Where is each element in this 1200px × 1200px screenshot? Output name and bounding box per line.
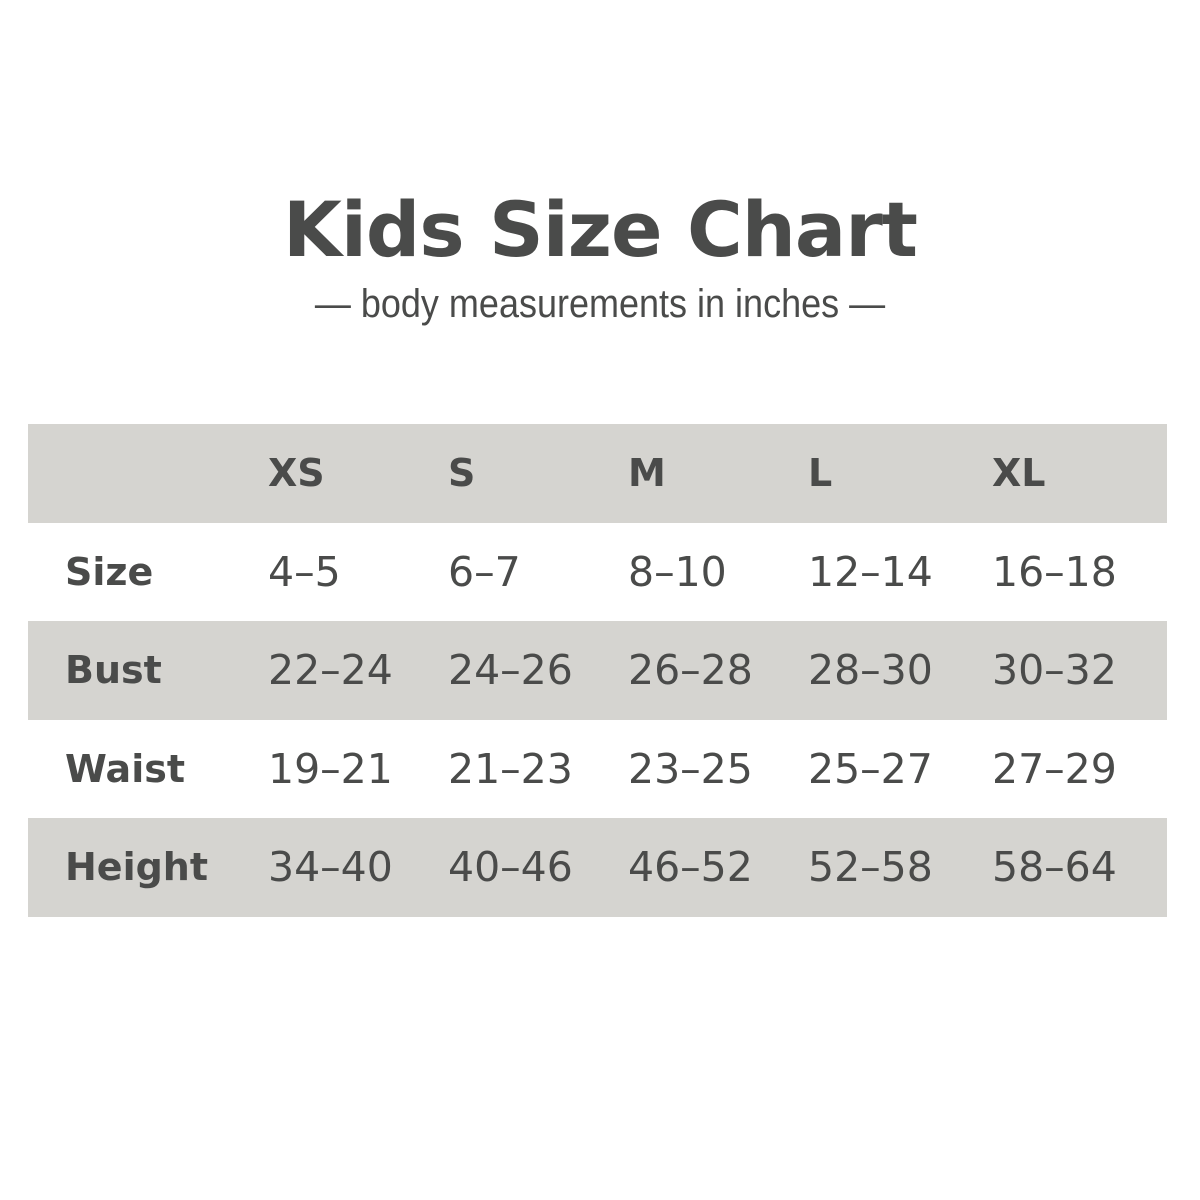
table-cell: 12–14 [808, 547, 933, 596]
table-cell: 40–46 [448, 843, 573, 892]
table-cell: 4–5 [268, 547, 341, 596]
table-cell: 19–21 [268, 744, 393, 793]
column-header: XS [268, 451, 325, 496]
table-cell: 30–32 [992, 646, 1117, 695]
table-cell: 34–40 [268, 843, 393, 892]
table-cell: 52–58 [808, 843, 933, 892]
table-cell: 28–30 [808, 646, 933, 695]
table-header-row: XS S M L XL [28, 424, 1167, 523]
table-cell: 23–25 [628, 744, 753, 793]
page-subtitle: — body measurements in inches — [314, 282, 886, 326]
table-row: Height 34–40 40–46 46–52 52–58 58–64 [28, 818, 1167, 917]
table-cell: 22–24 [268, 646, 393, 695]
table-cell: 46–52 [628, 843, 753, 892]
table-cell: 27–29 [992, 744, 1117, 793]
row-label: Height [65, 845, 209, 890]
table-cell: 25–27 [808, 744, 933, 793]
column-header: XL [992, 451, 1046, 496]
table-cell: 8–10 [628, 547, 727, 596]
column-header: S [448, 451, 476, 496]
page-title: Kids Size Chart [282, 185, 918, 274]
table-row: Bust 22–24 24–26 26–28 28–30 30–32 [28, 621, 1167, 720]
column-header: L [808, 451, 833, 496]
table-cell: 58–64 [992, 843, 1117, 892]
table-cell: 21–23 [448, 744, 573, 793]
table-row: Waist 19–21 21–23 23–25 25–27 27–29 [28, 720, 1167, 819]
table-cell: 26–28 [628, 646, 753, 695]
table-cell: 24–26 [448, 646, 573, 695]
table-cell: 6–7 [448, 547, 521, 596]
size-table: XS S M L XL Size 4–5 6–7 8–10 12–14 16–1… [28, 424, 1167, 917]
column-header: M [628, 451, 666, 496]
row-label: Waist [65, 746, 186, 791]
row-label: Bust [65, 648, 162, 693]
table-row: Size 4–5 6–7 8–10 12–14 16–18 [28, 523, 1167, 622]
row-label: Size [65, 549, 154, 594]
table-cell: 16–18 [992, 547, 1117, 596]
